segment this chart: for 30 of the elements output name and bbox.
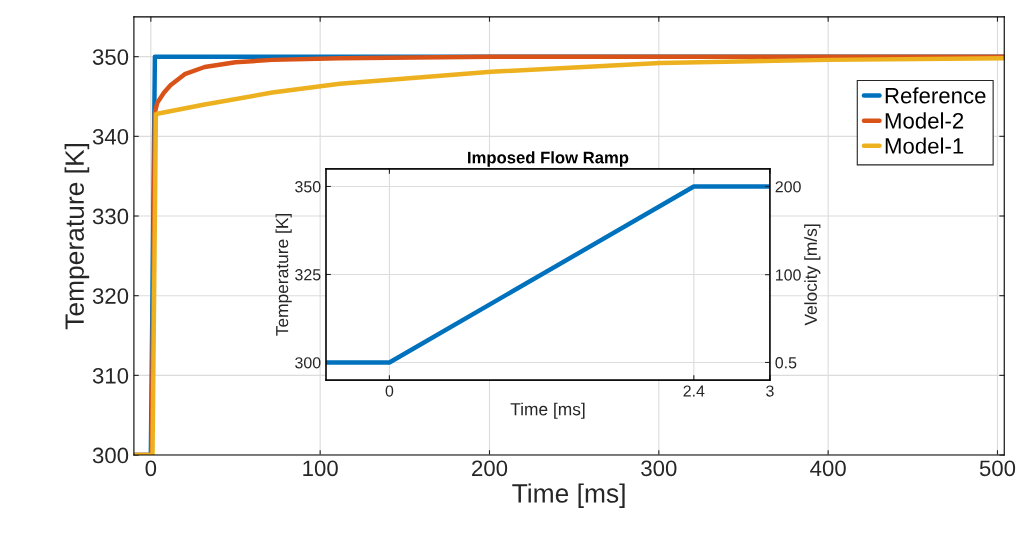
x-tick-label: 300 bbox=[641, 460, 677, 477]
x-tick-label: 3 bbox=[766, 385, 774, 397]
y-tick-label: 320 bbox=[92, 288, 129, 304]
x-axis-title: Time [ms] bbox=[512, 483, 625, 508]
y2-tick-label: 0.5 bbox=[775, 357, 797, 369]
legend-label: Model-1 bbox=[885, 137, 964, 154]
x-axis-title: Time [ms] bbox=[510, 402, 585, 419]
y-tick-label: 310 bbox=[92, 367, 129, 384]
y-axis-title: Temperature [K] bbox=[64, 143, 90, 330]
legend-label: Model-2 bbox=[885, 112, 964, 129]
y2-axis-title: Velocity [m/s] bbox=[804, 224, 821, 326]
y-tick-label: 325 bbox=[295, 269, 321, 281]
y-tick-label: 300 bbox=[92, 447, 129, 464]
chart-title: Imposed Flow Ramp bbox=[468, 151, 629, 167]
y-axis-title: Temperature [K] bbox=[275, 213, 292, 336]
x-tick-label: 0 bbox=[385, 385, 394, 397]
x-tick-label: 2.4 bbox=[683, 385, 705, 397]
legend-label: Reference bbox=[885, 87, 986, 104]
x-tick-label: 100 bbox=[303, 460, 338, 477]
y2-tick-label: 100 bbox=[776, 269, 801, 281]
x-tick-label: 0 bbox=[145, 460, 157, 477]
x-tick-label: 500 bbox=[979, 460, 1016, 477]
y-tick-label: 300 bbox=[295, 357, 321, 369]
y2-tick-label: 200 bbox=[775, 181, 801, 193]
y-tick-label: 330 bbox=[92, 208, 129, 225]
x-tick-label: 400 bbox=[810, 460, 846, 477]
y-tick-label: 340 bbox=[92, 128, 129, 145]
y-tick-label: 350 bbox=[295, 181, 321, 193]
x-tick-label: 200 bbox=[472, 460, 508, 477]
y-tick-label: 350 bbox=[92, 49, 129, 65]
